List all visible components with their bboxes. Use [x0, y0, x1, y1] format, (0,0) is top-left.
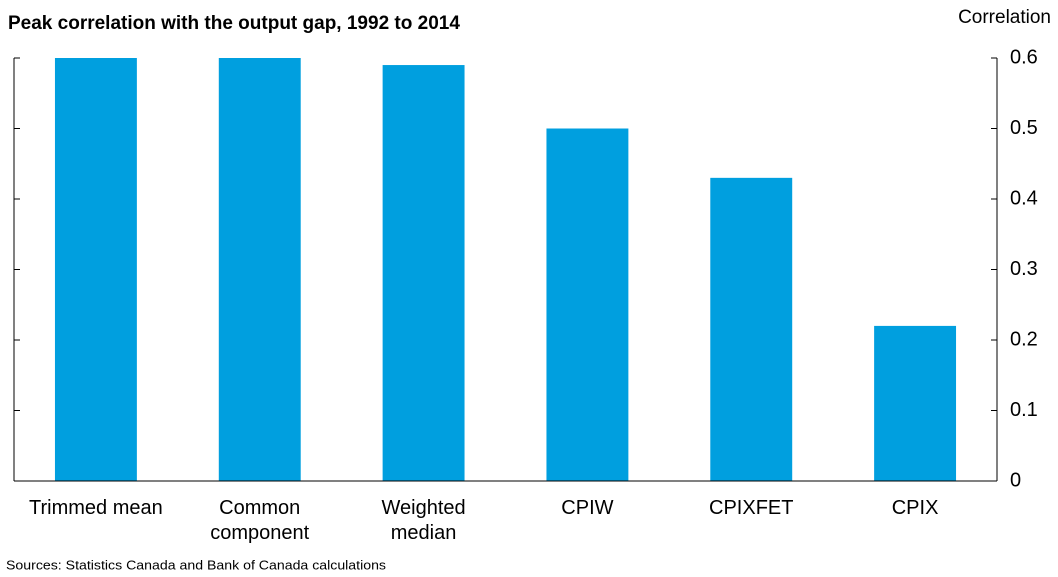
- y-tick-label: 0.5: [1010, 117, 1038, 139]
- bar: [218, 58, 301, 481]
- y-tick-label: 0: [1010, 469, 1021, 491]
- y-tick-label: 0.2: [1010, 328, 1038, 350]
- x-tick-label: Weighted median: [381, 497, 466, 544]
- bar: [874, 325, 957, 481]
- y-axis-label: Correlation: [958, 7, 1051, 28]
- source-note: Sources: Statistics Canada and Bank of C…: [6, 557, 387, 572]
- bar: [382, 65, 465, 482]
- bar: [546, 128, 629, 481]
- bar: [54, 58, 137, 481]
- x-tick-label: CPIX: [891, 497, 939, 519]
- x-tick-label: CPIW: [561, 497, 614, 519]
- x-tick-label: CPIXFET: [709, 497, 794, 519]
- x-tick-label: Trimmed mean: [29, 497, 163, 519]
- y-tick-label: 0.4: [1010, 187, 1038, 209]
- y-tick-label: 0.6: [1010, 46, 1038, 68]
- bar: [710, 177, 793, 481]
- y-tick-label: 0.1: [1010, 399, 1038, 421]
- x-tick-label: Common component: [210, 497, 310, 544]
- chart-title: Peak correlation with the output gap, 19…: [8, 13, 460, 34]
- y-tick-label: 0.3: [1010, 258, 1038, 280]
